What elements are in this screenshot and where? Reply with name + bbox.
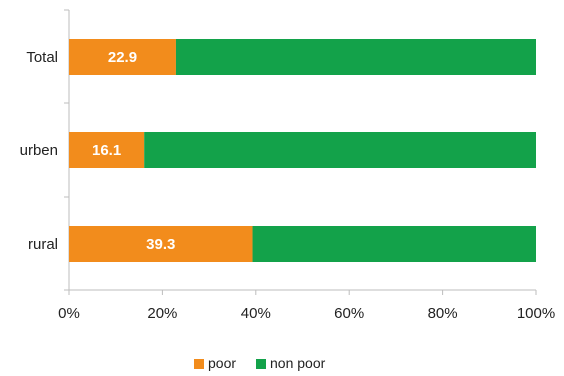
x-tick-label: 60% <box>334 305 364 322</box>
legend-label: non poor <box>270 355 326 371</box>
labels-layer: Total 22.9 urben 16.1 rural 39.3 <box>20 49 176 253</box>
category-label: rural <box>28 236 58 253</box>
legend: poor non poor <box>194 355 326 371</box>
data-label: 39.3 <box>146 236 175 253</box>
x-tick-label: 20% <box>147 305 177 322</box>
bar-segment-non-poor <box>252 226 536 262</box>
bar-segment-poor <box>69 39 176 75</box>
x-tick-label: 80% <box>428 305 458 322</box>
legend-swatch <box>194 359 204 369</box>
bar-segment-poor <box>69 226 253 262</box>
data-label: 16.1 <box>92 142 121 159</box>
x-tick-label: 40% <box>241 305 271 322</box>
x-tick-label: 100% <box>517 305 555 322</box>
category-label: Total <box>26 49 58 66</box>
legend-swatch <box>256 359 266 369</box>
x-tick-label: 0% <box>58 305 80 322</box>
bar-segment-poor <box>69 132 145 168</box>
data-label: 22.9 <box>108 49 137 66</box>
axis-layer: 0% 20% 40% 60% 80% 100% <box>58 9 555 322</box>
bar-segment-non-poor <box>175 39 536 75</box>
category-label: urben <box>20 142 58 159</box>
bars-layer <box>69 39 536 262</box>
bar-segment-non-poor <box>144 132 536 168</box>
legend-label: poor <box>208 355 236 371</box>
